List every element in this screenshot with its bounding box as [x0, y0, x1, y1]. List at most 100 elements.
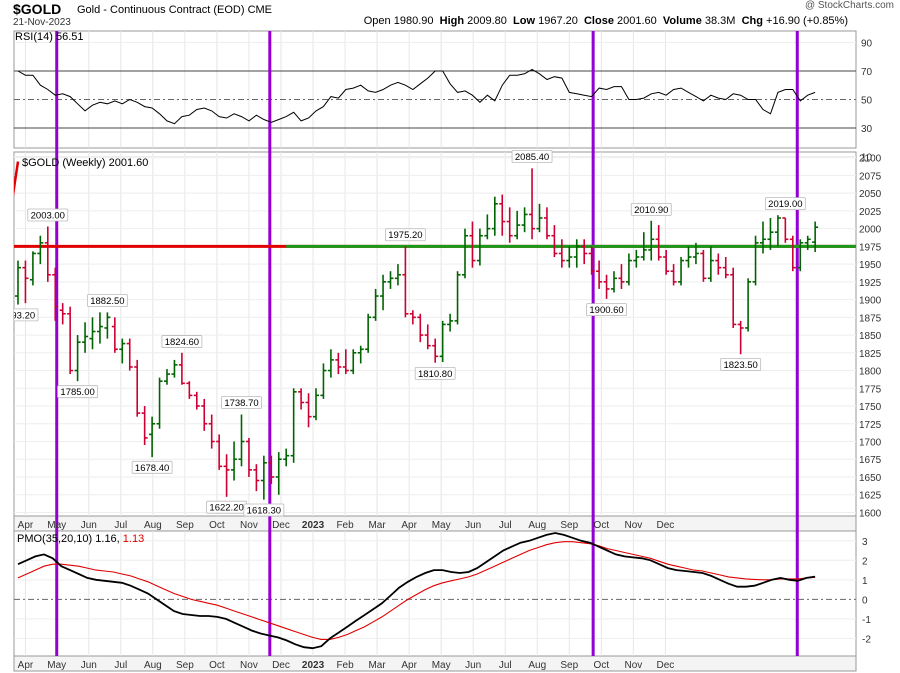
annotation-box [27, 208, 69, 222]
month-axis-upper [13, 515, 857, 532]
ohlc-bar [350, 349, 357, 375]
month-label: Aug [144, 520, 162, 531]
ohlc-bar [208, 414, 215, 449]
month-label: Apr [18, 660, 34, 671]
annotation-box [764, 197, 806, 211]
month-label: Apr [401, 660, 417, 671]
annotation-label: 1738.70 [224, 398, 258, 409]
ohlc-bar [469, 221, 476, 268]
pmo-tick-label: 1 [862, 576, 868, 587]
pmo-tick-label: -2 [862, 634, 871, 645]
month-label: 2023 [302, 660, 325, 671]
price-tick-label: 2025 [859, 207, 882, 218]
price-tick-label: 1875 [859, 313, 882, 324]
price-tick-label: 1850 [859, 331, 882, 342]
annotation-label: 1678.40 [135, 463, 169, 474]
ohlc-bar [685, 246, 692, 268]
annotation-box [414, 366, 456, 380]
ohlc-bar [335, 352, 342, 375]
month-label: Mar [368, 520, 386, 531]
exchange-text: CME [247, 4, 273, 16]
price-tick-label: 1900 [859, 296, 882, 307]
price-legend-label: $GOLD (Weekly) [22, 157, 106, 169]
pmo-legend-value-2: 1.13 [123, 533, 144, 545]
ohlc-bar [603, 274, 610, 299]
price-annotation: 1975.20 [384, 228, 426, 241]
ticker-symbol: $GOLD [13, 1, 62, 17]
ohlc-bar [752, 235, 759, 286]
month-label: Dec [657, 520, 675, 531]
ohlc-bar [506, 207, 513, 243]
ohlc-bar [387, 271, 394, 289]
month-label: Jul [499, 660, 512, 671]
ohlc-bar [365, 313, 372, 353]
annotation-box [87, 294, 128, 307]
price-legend-value: 2001.60 [109, 157, 149, 169]
ohlc-bar [275, 452, 282, 495]
rsi-tick-label: 50 [861, 95, 873, 106]
month-label: Jun [81, 660, 97, 671]
annotation-label: 2019.00 [768, 199, 802, 210]
month-axis-lower [13, 655, 857, 672]
vertical-markers [55, 31, 799, 656]
ohlc-bar [439, 320, 446, 363]
rsi-line [17, 68, 816, 125]
annotation-box [586, 303, 627, 317]
ohlc-bar [760, 221, 766, 254]
ohlc-bar [44, 226, 51, 282]
ohlc-bar [37, 235, 44, 265]
ohlc-bar [82, 322, 89, 353]
ohlc-bar [141, 406, 148, 446]
ohlc-bar [566, 246, 573, 268]
pmo-legend-value-1: 1.16, [95, 533, 119, 545]
pmo-legend: PMO(35,20,10) 1.16, 1.13 [17, 533, 144, 545]
chart-date: 21-Nov-2023 [13, 17, 71, 28]
annotation-box [131, 460, 173, 474]
instrument-description: Gold - Continuous Contract (EOD) CME [77, 4, 272, 16]
price-annotation: 1622.20 [206, 500, 248, 514]
ohlc-bar [283, 448, 290, 467]
ohlc-bar [782, 217, 789, 243]
ohlc-bar [29, 251, 36, 286]
annotation-box [243, 503, 285, 517]
price-tick-label: 1925 [859, 278, 882, 289]
ohlc-bar [245, 437, 252, 477]
month-label: Dec [272, 660, 290, 671]
ohlc-bar [119, 338, 126, 364]
ohlc-bar [447, 313, 454, 332]
ohlc-bar [424, 324, 431, 350]
chg-value: +16.90 (+0.85%) [766, 15, 848, 27]
ohlc-bar [611, 271, 617, 293]
ohlc-bar [320, 363, 327, 399]
ohlc-bar [655, 225, 662, 261]
price-annotation: 1882.50 [87, 294, 128, 307]
ohlc-bar [491, 196, 498, 236]
ohlc-bar [715, 253, 722, 275]
ohlc-bar [476, 228, 483, 266]
ohlc-bar [670, 264, 677, 286]
ohlc-bar [521, 207, 528, 233]
annotation-label: 1900.60 [589, 305, 623, 316]
ohlc-bar [625, 253, 632, 286]
description-text: Gold - Continuous Contract (EOD) [77, 4, 245, 16]
ohlc-bar [268, 455, 275, 485]
ohlc-bar [789, 235, 796, 272]
pmo-tick-label: 2 [862, 556, 868, 567]
ohlc-bar [514, 210, 521, 240]
month-label: Dec [272, 520, 290, 531]
ohlc-bar [454, 271, 461, 325]
ohlc-bar [707, 246, 714, 282]
rsi-legend-label: RSI(14) [15, 31, 53, 43]
price-tick-label: 2050 [859, 189, 882, 200]
price-legend: $GOLD (Weekly) 2001.60 [22, 157, 148, 169]
ohlc-bar [59, 303, 66, 325]
price-tick-label: 1750 [859, 402, 882, 413]
price-tick-label: 1650 [859, 473, 882, 484]
annotation-label: 1893.20 [1, 310, 35, 321]
close-value: 2001.60 [617, 15, 657, 27]
annotation-label: 2010.90 [634, 205, 668, 216]
ohlc-bar [543, 207, 550, 240]
price-tick-label: 1600 [859, 508, 882, 519]
ohlc-bar [193, 391, 200, 410]
